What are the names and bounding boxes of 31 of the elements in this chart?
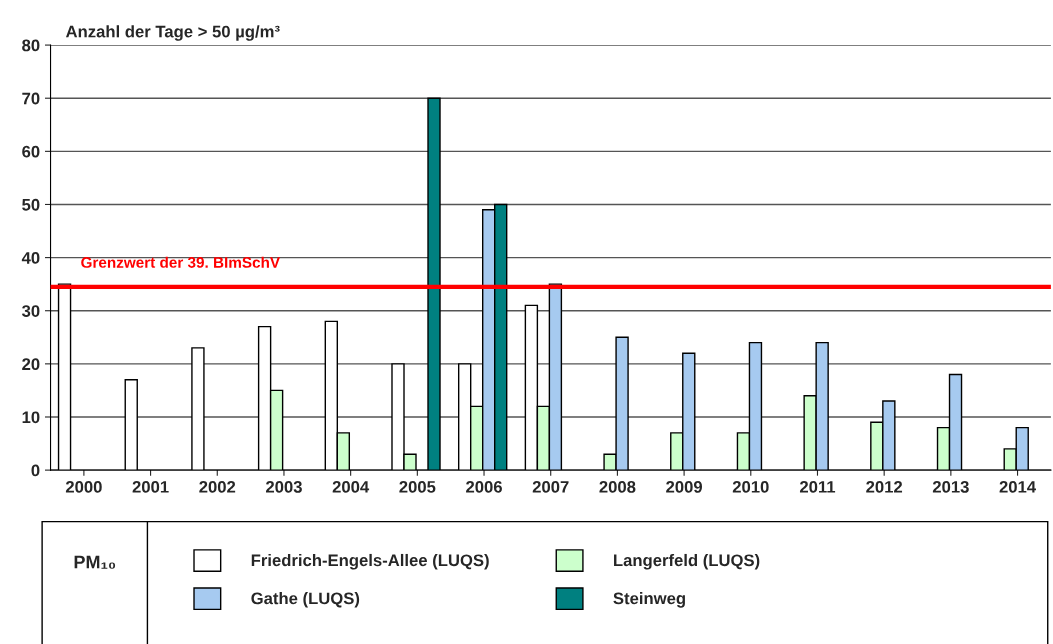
x-tick-label: 2006 [466,480,502,493]
y-tick-label: 60 [22,145,40,158]
y-tick-label: 20 [22,358,40,371]
x-tick-label: 2007 [532,480,569,493]
x-tick-label: 2011 [799,480,836,493]
legend-label: Friedrich-Engels-Allee (LUQS) [251,553,489,570]
y-tick-label: 10 [22,411,40,424]
x-tick-label: 2002 [199,480,236,493]
x-tick-label: 2005 [399,480,436,493]
legend-label: Langerfeld (LUQS) [614,553,760,570]
x-tick-label: 2013 [932,480,969,493]
legend-title: PM₁₀ [74,555,116,569]
y-tick-label: 50 [22,198,40,211]
legend-label: Steinweg [613,592,685,608]
x-tick-label: 2008 [599,480,636,493]
x-tick-label: 2010 [732,480,769,493]
x-tick-label: 2003 [266,480,302,493]
y-tick-label: 70 [22,92,40,105]
y-axis-title: Anzahl der Tage > 50 µg/m³ [65,25,280,41]
x-tick-label: 2004 [332,480,370,493]
ref-line-label: Grenzwert der 39. BImSchV [81,256,280,268]
y-tick-label: 0 [31,464,40,477]
x-tick-label: 2012 [866,480,903,493]
x-tick-label: 2014 [999,480,1036,493]
y-tick-label: 30 [21,305,40,317]
x-tick-label: 2000 [65,480,102,493]
legend-label: Gathe (LUQS) [251,592,360,608]
y-tick-label: 80 [22,39,40,52]
x-tick-label: 2001 [132,480,169,493]
y-tick-label: 40 [21,252,40,264]
x-tick-label: 2009 [666,480,703,493]
